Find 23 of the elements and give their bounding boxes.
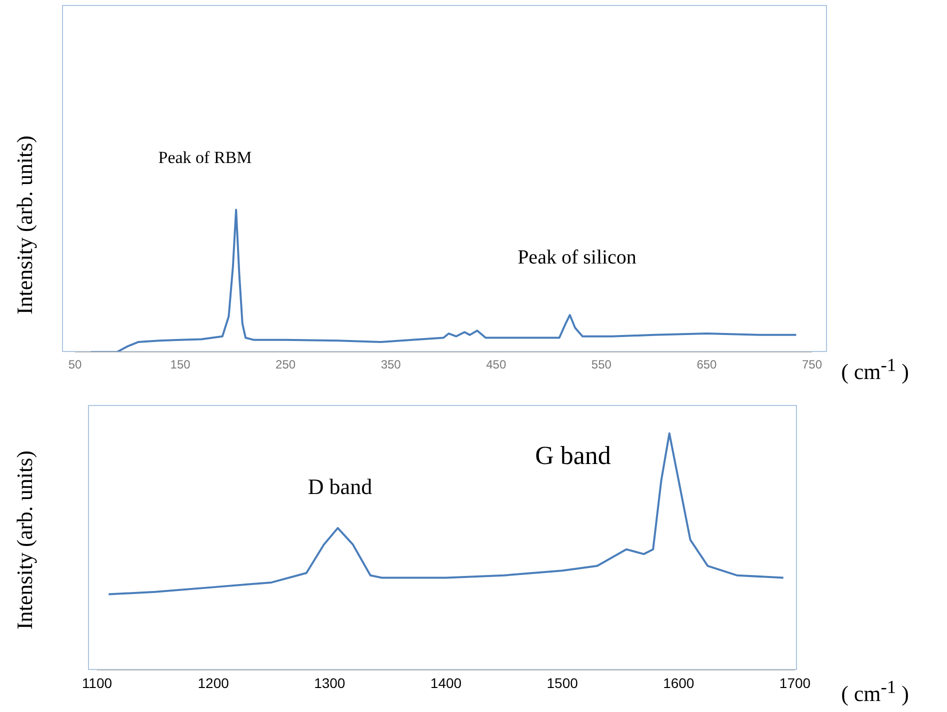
x-tick-label: 550 bbox=[591, 358, 612, 372]
x-tick-label: 1400 bbox=[430, 674, 462, 691]
x-tick-label: 1500 bbox=[546, 674, 578, 691]
annotation: D band bbox=[308, 474, 372, 500]
x-tick-label: 650 bbox=[696, 358, 718, 372]
x-tick-label: 1100 bbox=[82, 674, 112, 691]
x-tick-label: 450 bbox=[486, 358, 506, 372]
annotation: G band bbox=[535, 441, 611, 471]
y-axis-title: Intensity (arb. units) bbox=[12, 450, 38, 630]
annotation: Peak of silicon bbox=[518, 246, 636, 270]
x-tick-label: 150 bbox=[170, 358, 191, 372]
x-tick-label: 1700 bbox=[779, 674, 811, 691]
x-axis-title: ( cm$^{-1}$ ) bbox=[841, 354, 909, 386]
x-tick-label: 250 bbox=[276, 358, 296, 372]
x-tick-label: 50 bbox=[68, 358, 82, 372]
y-axis-title: Intensity (arb. units) bbox=[12, 135, 38, 315]
x-tick-label: 1200 bbox=[198, 674, 230, 691]
text: Peak of RBM bbox=[158, 148, 252, 168]
x-tick-label: 350 bbox=[380, 358, 402, 372]
x-tick-label: 1600 bbox=[663, 674, 694, 691]
x-tick-label: 1300 bbox=[314, 674, 346, 691]
x-tick-label: 750 bbox=[802, 358, 822, 372]
x-axis-title: ( cm$^{-1}$ ) bbox=[841, 676, 909, 708]
